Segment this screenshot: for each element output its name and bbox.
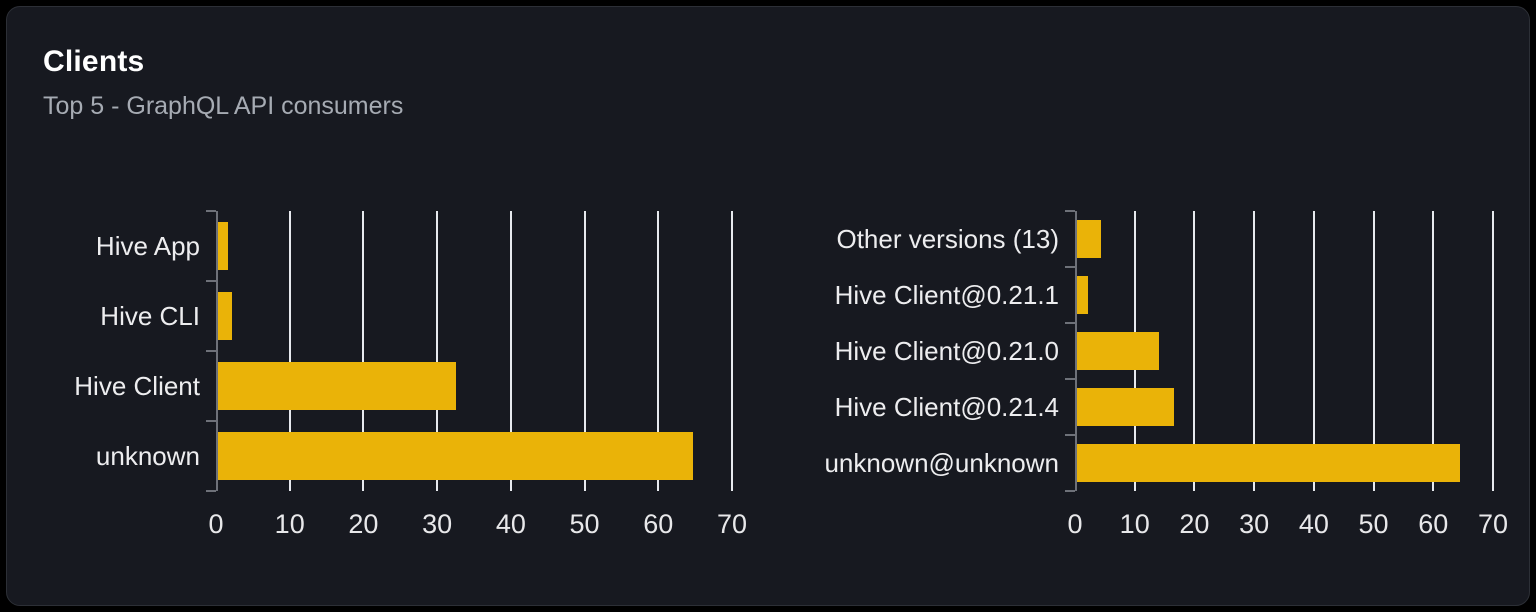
bar[interactable] (1077, 331, 1159, 371)
category-label: Other versions (13) (836, 223, 1059, 254)
x-axis-tick-label: 20 (1179, 509, 1210, 539)
bar[interactable] (218, 292, 232, 340)
card-subtitle: Top 5 - GraphQL API consumers (43, 92, 404, 120)
gridline (1312, 211, 1315, 491)
x-axis-tick-label: 30 (422, 509, 453, 539)
gridline (1193, 211, 1196, 491)
x-axis-tick-labels: 0 10 20 30 40 50 60 70 (1067, 509, 1508, 543)
bar[interactable] (1077, 443, 1461, 483)
y-axis-category-labels: Other versions (13) Hive Client@0.21.1 Hiv… (824, 211, 1075, 491)
x-axis-tick-label: 60 (1418, 509, 1449, 539)
category-label: Hive CLI (100, 300, 200, 331)
category-label: Hive Client@0.21.1 (834, 279, 1059, 310)
y-axis-tick (206, 420, 216, 422)
bar[interactable] (218, 222, 228, 270)
y-axis-tick (206, 490, 216, 492)
y-axis-tick (206, 210, 216, 212)
x-axis-tick-label: 70 (1477, 509, 1509, 539)
y-axis-tick (1065, 378, 1075, 380)
y-axis-tick (206, 350, 216, 352)
x-axis-tick-label: 10 (1119, 509, 1150, 539)
bar[interactable] (1077, 275, 1088, 315)
x-axis-tick-label: 50 (1358, 509, 1389, 539)
card-header: Clients Top 5 - GraphQL API consumers (43, 45, 403, 121)
gridline (288, 211, 291, 491)
bar[interactable] (218, 432, 693, 480)
y-axis-line (216, 211, 218, 491)
card-title: Clients (43, 45, 145, 78)
gridline (436, 211, 439, 491)
y-axis-line (1075, 211, 1077, 491)
x-axis-tick-label: 40 (1298, 509, 1329, 539)
bar[interactable] (1077, 387, 1175, 427)
bar[interactable] (1077, 219, 1101, 259)
y-axis-tick (1065, 266, 1075, 268)
clients-card: Clients Top 5 - GraphQL API consumers Hi… (6, 6, 1530, 606)
x-axis-tick-labels: 0 10 20 30 40 50 60 70 (208, 509, 747, 543)
gridline (509, 211, 512, 491)
category-label: Hive Client@0.21.0 (834, 335, 1059, 366)
category-label: Hive Client@0.21.4 (834, 391, 1059, 422)
y-axis-tick (1065, 490, 1075, 492)
y-axis-tick (206, 280, 216, 282)
x-axis-tick-label: 10 (274, 509, 305, 539)
category-label: Hive App (95, 230, 200, 261)
x-axis-tick-label: 40 (495, 509, 526, 539)
gridline (1253, 211, 1256, 491)
gridline (362, 211, 365, 491)
bar[interactable] (218, 362, 457, 410)
x-axis-tick-label: 30 (1239, 509, 1270, 539)
gridline (1432, 211, 1435, 491)
gridline (583, 211, 586, 491)
x-axis-tick-label: 70 (716, 509, 748, 539)
plot-area (206, 210, 733, 492)
x-axis-tick-label: 0 (208, 509, 224, 539)
category-label: Hive Client (74, 370, 200, 401)
gridline (731, 211, 733, 491)
y-axis-category-labels: Hive App Hive CLI Hive Client unknown (46, 211, 216, 491)
gridline (1492, 211, 1494, 491)
y-axis-tick (1065, 322, 1075, 324)
gridline (657, 211, 660, 491)
category-label: unknown (95, 440, 200, 471)
gridline (1372, 211, 1375, 491)
x-axis-tick-label: 20 (348, 509, 379, 539)
y-axis-tick (1065, 210, 1075, 212)
x-axis-tick-label: 60 (643, 509, 674, 539)
category-label: unknown@unknown (824, 447, 1059, 478)
plot-area (1065, 210, 1494, 492)
x-axis-tick-label: 0 (1067, 509, 1083, 539)
y-axis-tick (1065, 434, 1075, 436)
x-axis-tick-label: 50 (569, 509, 600, 539)
